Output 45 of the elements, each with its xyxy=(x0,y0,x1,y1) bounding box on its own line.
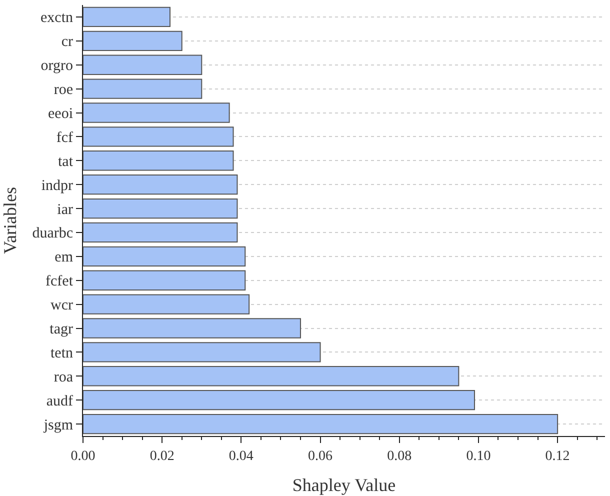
y-tick-label: tat xyxy=(58,154,74,170)
y-axis-title: Variables xyxy=(0,187,20,254)
bar xyxy=(83,198,238,219)
y-tick-label: jsgm xyxy=(42,417,74,434)
y-tick-label: fcfet xyxy=(46,274,74,290)
bar xyxy=(83,342,321,362)
x-tick-label: 0.10 xyxy=(466,448,491,464)
x-tick-label: 0.06 xyxy=(308,448,333,464)
y-tick-label: wcr xyxy=(50,298,73,314)
bar xyxy=(83,270,246,290)
x-tick-label: 0.08 xyxy=(387,448,412,464)
x-axis-title: Shapley Value xyxy=(292,474,396,495)
y-tick-label: iar xyxy=(57,202,73,218)
y-tick-label: roe xyxy=(54,82,74,98)
bar xyxy=(83,30,182,51)
bar xyxy=(83,366,460,386)
y-tick-label: roa xyxy=(54,369,74,386)
x-tick-label: 0.12 xyxy=(545,448,570,464)
bar xyxy=(83,414,558,434)
bar xyxy=(83,294,250,314)
bar xyxy=(83,390,475,410)
x-tick-label: 0.04 xyxy=(228,448,254,464)
y-tick-label: fcf xyxy=(56,130,73,146)
y-tick-label: exctn xyxy=(40,10,74,26)
bar xyxy=(83,6,170,28)
x-tick-label: 0.00 xyxy=(70,448,96,464)
bar xyxy=(83,318,301,338)
bar xyxy=(83,126,234,147)
bar xyxy=(83,174,238,195)
y-tick-label: duarbc xyxy=(32,226,74,242)
bar xyxy=(83,54,202,75)
bar xyxy=(83,246,246,266)
y-tick-label: orgro xyxy=(40,58,73,74)
y-tick-label: audf xyxy=(46,393,73,410)
bar xyxy=(83,78,202,99)
y-tick-label: em xyxy=(54,250,74,266)
y-tick-label: tagr xyxy=(50,322,73,338)
bar xyxy=(83,222,238,243)
y-tick-label: tetn xyxy=(50,345,74,362)
y-tick-label: cr xyxy=(61,34,73,50)
bar xyxy=(83,150,234,171)
x-tick-label: 0.02 xyxy=(150,448,174,464)
y-tick-label: indpr xyxy=(41,178,73,194)
y-tick-label: eeoi xyxy=(48,106,73,122)
bar xyxy=(83,102,230,123)
